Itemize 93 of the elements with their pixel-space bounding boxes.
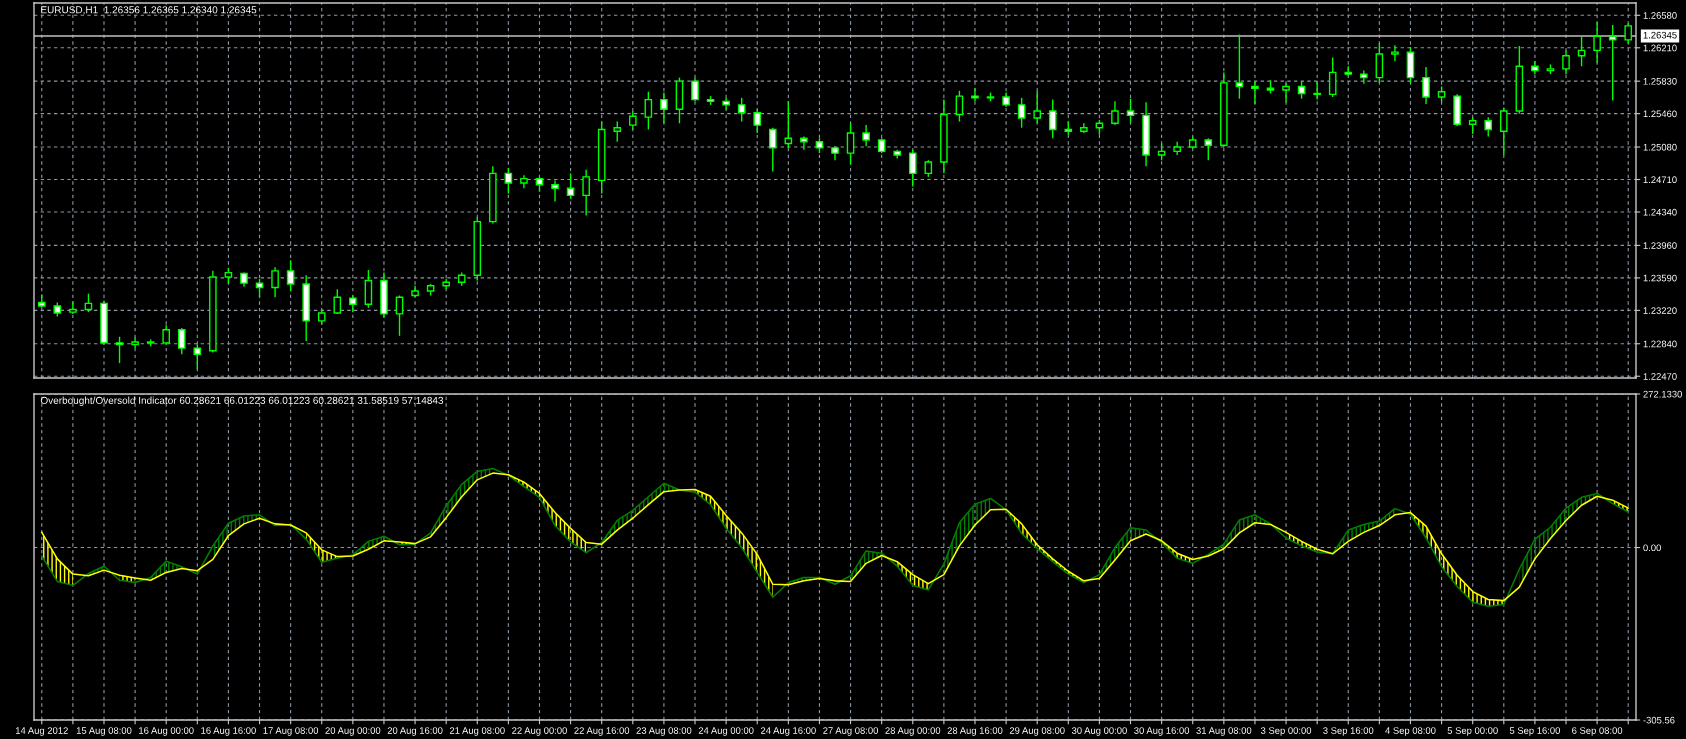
chart-title: EURUSD,H1 1.26356 1.26365 1.26340 1.26345 [41, 6, 257, 15]
candlestick [971, 87, 979, 103]
candlestick [582, 169, 590, 217]
x-tick-label: 6 Sep 08:00 [1572, 727, 1623, 736]
candlestick [1391, 44, 1399, 62]
candlestick [1593, 21, 1601, 64]
candlestick [1235, 33, 1244, 100]
candlestick [1624, 22, 1633, 45]
x-tick-label: 23 Aug 08:00 [636, 727, 692, 736]
candlestick [69, 300, 77, 315]
candlestick [908, 148, 917, 188]
candlestick [162, 324, 171, 346]
y-tick-label: 1.24710 [1643, 176, 1677, 184]
x-tick-label: 28 Aug 00:00 [885, 727, 941, 736]
candlestick [691, 76, 699, 103]
candlestick [660, 91, 668, 125]
x-tick-label: 15 Aug 08:00 [76, 727, 132, 736]
x-tick-label: 16 Aug 16:00 [201, 727, 256, 736]
candlestick [1499, 106, 1508, 156]
candlestick [1033, 90, 1041, 125]
candlestick [613, 120, 622, 143]
candlestick [1251, 80, 1259, 105]
candlestick [333, 288, 342, 315]
x-tick-label: 28 Aug 16:00 [947, 727, 1003, 736]
y-tick-label: 1.23590 [1643, 274, 1677, 282]
candlestick [504, 167, 513, 195]
candlestick [768, 127, 777, 173]
candlestick [566, 172, 575, 200]
candlestick [1048, 98, 1057, 139]
x-tick-label: 14 Aug 2012 [15, 727, 68, 736]
y-tick-label: 1.26210 [1643, 44, 1677, 52]
candlestick [1126, 98, 1135, 124]
x-tick-label: 24 Aug 00:00 [698, 727, 754, 736]
chart-title: Overbought/Oversold Indicator 60.28621 66.01223 66.01223 60.28621 31.58519 57.14843 [40, 396, 444, 406]
y-tick-label: 0.00 [1643, 544, 1661, 552]
candlestick [955, 90, 964, 123]
x-tick-label: 16 Aug 00:00 [139, 727, 194, 736]
candlestick [1313, 80, 1321, 101]
y-tick-label: 1.23220 [1643, 307, 1677, 314]
candlestick [286, 259, 295, 292]
x-tick-label: 22 Aug 16:00 [574, 727, 630, 736]
candlestick [1608, 24, 1617, 102]
candlestick [800, 135, 808, 151]
y-tick-label: 1.23960 [1643, 242, 1677, 249]
candlestick [255, 278, 264, 298]
x-tick-label: 27 Aug 08:00 [823, 727, 879, 736]
y-tick-label: 1.24340 [1643, 208, 1677, 216]
candlestick [1017, 97, 1026, 129]
candlestick [364, 269, 373, 309]
x-tick-label: 29 Aug 08:00 [1009, 727, 1065, 736]
y-tick-label: 272.1330 [1643, 390, 1682, 398]
candlestick [1282, 82, 1290, 103]
candlestick [271, 266, 279, 298]
x-tick-label: 5 Sep 00:00 [1447, 727, 1498, 736]
candlestick [1484, 116, 1493, 138]
candlestick [395, 294, 404, 337]
candlestick [193, 343, 202, 370]
candlestick [1375, 42, 1384, 84]
x-tick-label: 4 Sep 08:00 [1385, 727, 1436, 736]
x-tick-label: 3 Sep 00:00 [1260, 727, 1312, 736]
x-tick-label: 30 Aug 00:00 [1071, 727, 1127, 736]
candlestick [1111, 100, 1119, 126]
ref-line-label: 1.26345 [1643, 31, 1677, 39]
x-tick-label: 5 Sep 16:00 [1509, 727, 1561, 736]
candlestick [846, 122, 855, 166]
x-tick-label: 3 Sep 16:00 [1323, 727, 1374, 736]
candlestick [551, 179, 559, 203]
candlestick [1204, 137, 1213, 161]
x-tick-label: 17 Aug 08:00 [263, 727, 319, 736]
y-tick-label: 1.25830 [1643, 77, 1677, 85]
x-tick-label: 20 Aug 16:00 [387, 727, 443, 736]
candlestick [862, 124, 870, 147]
y-tick-label: 1.25460 [1643, 110, 1677, 118]
candlestick [115, 336, 124, 364]
candlestick [177, 327, 186, 355]
x-tick-label: 24 Aug 16:00 [760, 727, 816, 736]
x-tick-label: 21 Aug 08:00 [449, 727, 505, 736]
candlestick [737, 97, 746, 123]
y-tick-label: 1.26580 [1643, 12, 1677, 19]
candlestick [1562, 49, 1570, 75]
x-tick-label: 31 Aug 08:00 [1196, 727, 1252, 736]
candlestick [644, 91, 653, 131]
candlestick [1422, 66, 1430, 105]
x-tick-label: 22 Aug 00:00 [512, 727, 567, 736]
candlestick [629, 110, 637, 131]
x-tick-label: 20 Aug 00:00 [325, 727, 381, 736]
y-tick-label: 1.25080 [1643, 143, 1677, 151]
y-tick-label: -305.56 [1643, 716, 1675, 724]
y-tick-label: 1.22840 [1643, 340, 1677, 348]
y-tick-label: 1.22470 [1643, 373, 1677, 380]
candlestick [1328, 56, 1337, 98]
candlestick [753, 108, 762, 134]
x-tick-label: 30 Aug 16:00 [1134, 727, 1190, 736]
